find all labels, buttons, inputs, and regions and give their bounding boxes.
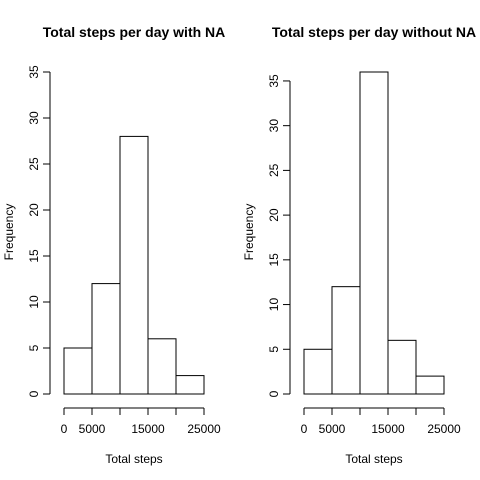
right-y-axis-label: Frequency	[242, 204, 256, 261]
x-tick-label: 15000	[131, 422, 165, 436]
right-y-axis: 0 5 10 15 20 25 30 35	[267, 74, 291, 397]
y-tick-label: 10	[267, 298, 281, 312]
left-bars	[63, 135, 205, 395]
histogram-bar	[331, 286, 361, 395]
y-tick-label: 30	[27, 111, 41, 125]
y-tick-label: 25	[27, 157, 41, 171]
left-y-axis: 0 5 10 15 20 25 30 35	[27, 65, 51, 397]
x-tick-label: 15000	[371, 422, 405, 436]
y-tick-label: 15	[267, 253, 281, 267]
y-tick-label: 20	[27, 203, 41, 217]
y-tick-label: 35	[267, 74, 281, 88]
histogram-bar	[63, 347, 93, 395]
x-tick-label: 25000	[187, 422, 221, 436]
histogram-bar	[359, 71, 389, 395]
y-tick-label: 25	[267, 163, 281, 177]
left-histogram-panel: Total steps per day with NA 0 5000 15000 25…	[2, 24, 225, 466]
right-histogram-panel: Total steps per day without NA 0 5000 1500…	[242, 24, 476, 466]
y-tick-label: 15	[27, 249, 41, 263]
x-tick-label: 5000	[319, 422, 346, 436]
histogram-bar	[91, 283, 121, 395]
right-x-axis: 0 5000 15000 25000	[301, 407, 461, 436]
left-x-axis-label: Total steps	[105, 452, 162, 466]
y-tick-label: 0	[27, 390, 41, 397]
y-tick-label: 35	[27, 65, 41, 79]
right-chart-title: Total steps per day without NA	[272, 24, 476, 40]
histogram-bar	[303, 348, 333, 395]
histogram-bar	[387, 339, 417, 395]
x-tick-label: 0	[61, 422, 68, 436]
right-bars	[303, 71, 445, 395]
x-tick-label: 25000	[427, 422, 461, 436]
right-x-axis-label: Total steps	[345, 452, 402, 466]
left-chart-title: Total steps per day with NA	[43, 24, 226, 40]
y-tick-label: 5	[27, 344, 41, 351]
y-tick-label: 10	[27, 295, 41, 309]
y-tick-label: 20	[267, 208, 281, 222]
histogram-bar	[175, 375, 205, 395]
histogram-bar	[147, 338, 177, 395]
x-tick-label: 0	[301, 422, 308, 436]
histogram-bar	[415, 375, 445, 395]
y-tick-label: 30	[267, 119, 281, 133]
x-tick-label: 5000	[79, 422, 106, 436]
left-y-axis-label: Frequency	[2, 204, 16, 261]
histogram-bar	[119, 135, 149, 395]
y-tick-label: 5	[267, 346, 281, 353]
y-tick-label: 0	[267, 390, 281, 397]
left-x-axis: 0 5000 15000 25000	[61, 407, 221, 436]
